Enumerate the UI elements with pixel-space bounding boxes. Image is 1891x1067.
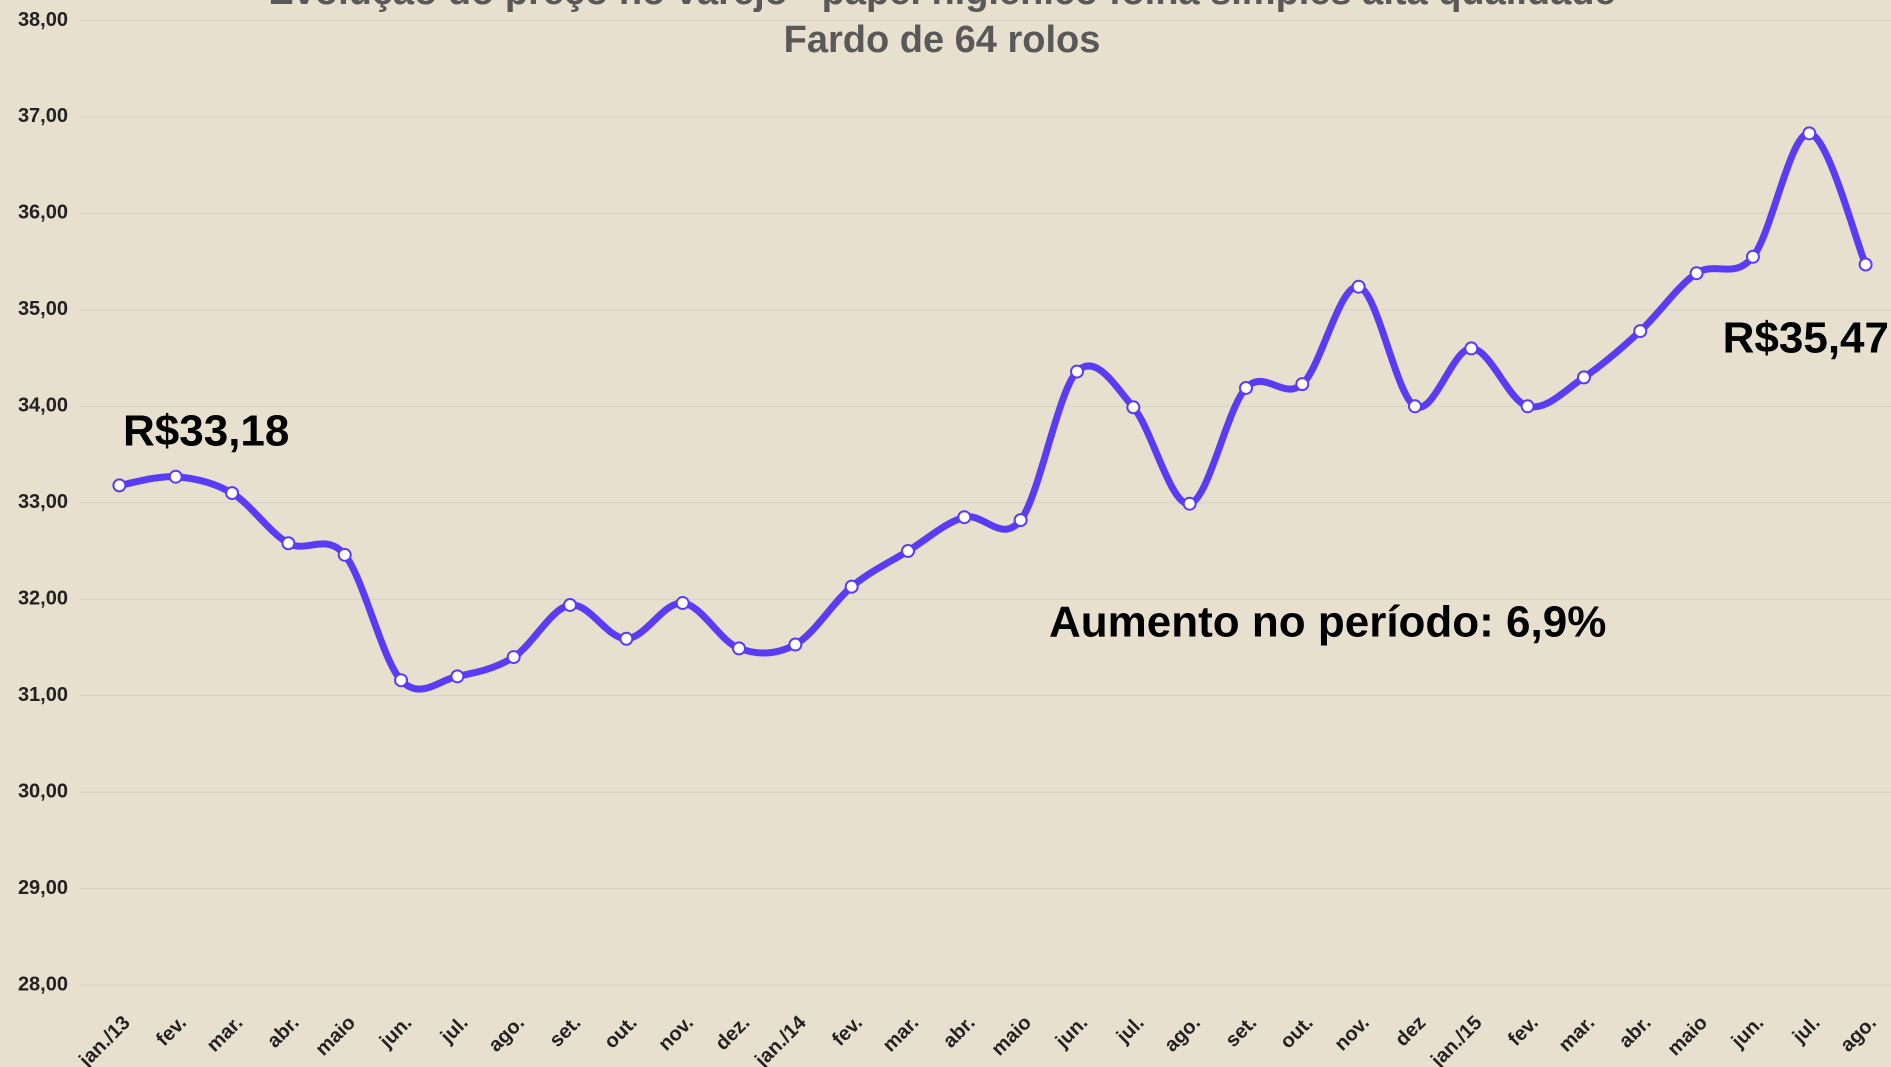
point-marker bbox=[1238, 380, 1253, 395]
point-marker bbox=[1802, 126, 1817, 141]
x-tick-label: jun. bbox=[375, 1012, 416, 1053]
x-tick-label: jun. bbox=[1051, 1012, 1092, 1053]
point-marker bbox=[1858, 257, 1873, 272]
point-marker bbox=[225, 486, 240, 501]
x-tick-label: jul. bbox=[1112, 1012, 1149, 1049]
chart-title: Evolução do preço no varejo - papel higi… bbox=[268, 0, 1615, 13]
x-tick-label: maio bbox=[311, 1012, 360, 1061]
y-tick-label: 28,00 bbox=[18, 973, 68, 995]
point-marker bbox=[1576, 370, 1591, 385]
x-tick-label: ago. bbox=[1160, 1012, 1205, 1057]
point-marker bbox=[450, 669, 465, 684]
x-tick-label: jul. bbox=[436, 1012, 473, 1049]
x-tick-label: jan./14 bbox=[750, 1011, 811, 1067]
y-tick-label: 30,00 bbox=[18, 780, 68, 802]
point-marker bbox=[506, 650, 521, 665]
point-marker bbox=[1407, 399, 1422, 414]
point-marker bbox=[1520, 399, 1535, 414]
y-tick-label: 34,00 bbox=[18, 395, 68, 417]
y-tick-label: 31,00 bbox=[18, 684, 68, 706]
x-tick-label: jul. bbox=[1788, 1012, 1825, 1049]
x-tick-label: mar. bbox=[1555, 1012, 1600, 1057]
y-tick-label: 33,00 bbox=[18, 491, 68, 513]
point-marker bbox=[1182, 496, 1197, 511]
x-tick-label: jan./15 bbox=[1426, 1012, 1486, 1067]
x-tick-label: abr. bbox=[939, 1012, 980, 1053]
point-marker bbox=[168, 469, 183, 484]
x-tick-label: jan./13 bbox=[74, 1012, 134, 1067]
y-tick-label: 29,00 bbox=[18, 877, 68, 899]
x-tick-label: maio bbox=[1663, 1012, 1712, 1061]
x-tick-label: out. bbox=[600, 1012, 641, 1053]
point-marker bbox=[732, 641, 747, 656]
point-marker bbox=[1126, 400, 1141, 415]
point-marker bbox=[1069, 364, 1084, 379]
x-tick-label: ago. bbox=[484, 1012, 529, 1057]
point-marker bbox=[901, 543, 916, 558]
x-tick-label: set. bbox=[1221, 1012, 1261, 1052]
point-marker bbox=[1464, 341, 1479, 356]
point-marker bbox=[394, 673, 409, 688]
x-tick-label: abr. bbox=[263, 1012, 304, 1053]
point-marker bbox=[1295, 377, 1310, 392]
x-tick-label: nov. bbox=[1330, 1012, 1374, 1056]
x-tick-label: dez bbox=[1391, 1012, 1430, 1051]
point-marker bbox=[788, 637, 803, 652]
x-tick-label: mar. bbox=[203, 1012, 248, 1057]
x-tick-label: out. bbox=[1276, 1012, 1317, 1053]
point-marker bbox=[675, 596, 690, 611]
point-marker bbox=[112, 478, 127, 493]
x-tick-label: maio bbox=[987, 1012, 1036, 1061]
point-marker bbox=[619, 631, 634, 646]
point-marker bbox=[1745, 249, 1760, 264]
annotation: R$33,18 bbox=[123, 407, 289, 456]
x-tick-label: mar. bbox=[879, 1012, 924, 1057]
x-tick-label: dez. bbox=[711, 1012, 754, 1055]
y-tick-label: 35,00 bbox=[18, 298, 68, 320]
x-tick-label: fev. bbox=[1504, 1012, 1543, 1051]
y-tick-label: 37,00 bbox=[18, 105, 68, 127]
point-marker bbox=[844, 579, 859, 594]
x-tick-label: ago. bbox=[1836, 1012, 1881, 1057]
point-marker bbox=[563, 597, 578, 612]
annotation: R$35,47 bbox=[1723, 314, 1889, 363]
x-tick-label: jun. bbox=[1727, 1012, 1768, 1053]
y-tick-label: 36,00 bbox=[18, 202, 68, 224]
x-tick-label: fev. bbox=[152, 1012, 191, 1051]
annotation: Aumento no período: 6,9% bbox=[1049, 598, 1606, 647]
x-tick-label: abr. bbox=[1615, 1012, 1656, 1053]
point-marker bbox=[281, 536, 296, 551]
point-marker bbox=[1013, 513, 1028, 528]
point-marker bbox=[1351, 279, 1366, 294]
y-tick-label: 38,00 bbox=[18, 9, 68, 31]
chart-subtitle: Fardo de 64 rolos bbox=[784, 19, 1101, 61]
point-marker bbox=[1633, 324, 1648, 339]
point-marker bbox=[957, 510, 972, 525]
point-marker bbox=[1689, 266, 1704, 281]
x-tick-label: nov. bbox=[654, 1012, 698, 1056]
x-tick-label: set. bbox=[545, 1012, 585, 1052]
point-marker bbox=[337, 547, 352, 562]
x-tick-label: fev. bbox=[828, 1012, 867, 1051]
y-tick-label: 32,00 bbox=[18, 587, 68, 609]
